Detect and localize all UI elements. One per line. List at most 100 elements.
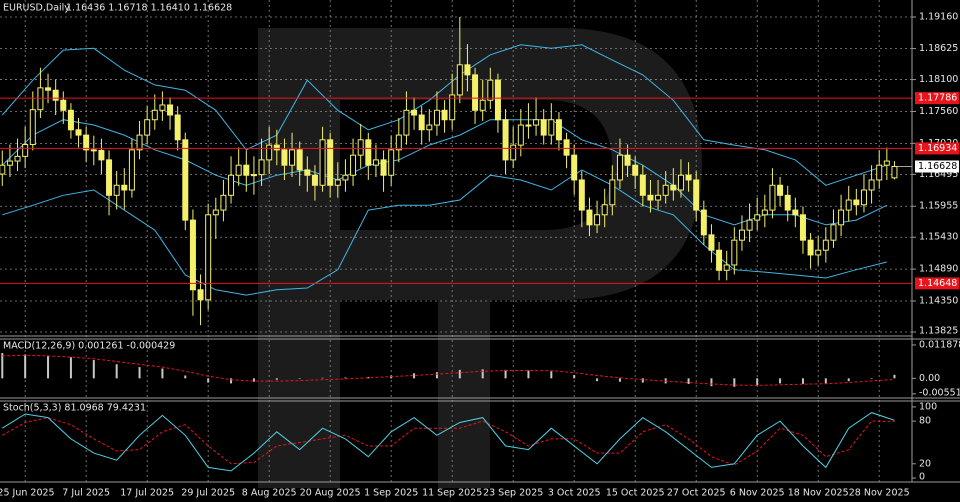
x-tick-label: 15 Oct 2025 [606, 488, 665, 499]
candle-body [731, 239, 738, 266]
candle-body [228, 174, 235, 196]
candle-body [799, 214, 806, 241]
candle-body [738, 229, 745, 241]
candle-body [388, 149, 395, 176]
candle-body [250, 174, 257, 177]
candle-body [632, 164, 639, 176]
candle-body [372, 159, 379, 166]
x-tick-label: 1 Sep 2025 [364, 488, 418, 499]
candle-body [144, 119, 151, 136]
y-tick-label: 1.19160 [919, 12, 958, 23]
candle-body [29, 109, 36, 146]
macd-signal [2, 354, 895, 386]
candle-body [235, 164, 242, 176]
candle-body [746, 219, 753, 231]
candle-body [449, 94, 456, 121]
stoch-main [2, 412, 895, 472]
candle-body [700, 209, 707, 236]
candle-body [350, 154, 357, 176]
candle-body [174, 114, 181, 141]
candle-body [830, 224, 837, 241]
candle-body [106, 159, 113, 196]
y-tick-label: 80 [919, 416, 931, 427]
x-tick-label: 23 Sep 2025 [483, 488, 543, 499]
candle-body [151, 109, 158, 121]
x-tick-label: 7 Jul 2025 [62, 488, 110, 499]
candle-body [723, 264, 730, 271]
candle-body [479, 99, 486, 111]
y-tick-label: 1.18625 [919, 43, 958, 54]
level-label-box [915, 142, 959, 155]
candle-body [815, 249, 822, 256]
candle-body [624, 154, 631, 166]
x-tick-label: 17 Jul 2025 [120, 488, 174, 499]
candle-body [266, 144, 273, 161]
candle-body [311, 174, 318, 186]
candle-body [563, 139, 570, 156]
bollinger-lower [2, 169, 887, 296]
candle-body [860, 189, 867, 206]
candle-body [586, 209, 593, 226]
candle-body [845, 199, 852, 211]
y-tick-label: 1.15430 [919, 232, 958, 243]
candle-body [677, 174, 684, 191]
candle-body [540, 119, 547, 136]
candle-body [647, 194, 654, 201]
y-tick-label: 1.16495 [919, 169, 958, 180]
candle-body [75, 129, 82, 136]
candle-body [212, 209, 219, 216]
candle-body [319, 139, 326, 186]
candle-body [365, 139, 372, 166]
candle-body [380, 159, 387, 176]
candle-body [296, 149, 303, 171]
candle-body [52, 89, 59, 101]
candle-body [456, 64, 463, 96]
current-price-box [915, 160, 959, 173]
x-tick-label: 20 Aug 2025 [300, 488, 361, 499]
candle-body [883, 160, 890, 166]
candle-body [876, 164, 883, 181]
candle-body [357, 139, 364, 156]
candle-body [639, 174, 646, 196]
candle-body [601, 204, 608, 216]
candle-body [136, 134, 143, 151]
candle-body [693, 179, 700, 211]
symbol-title: EURUSD,Daily [3, 3, 70, 14]
candle-body [411, 109, 418, 116]
x-tick-label: 28 Nov 2025 [849, 488, 910, 499]
y-tick-label: 0 [919, 472, 925, 483]
candle-body [289, 149, 296, 166]
x-tick-label: 27 Oct 2025 [667, 488, 726, 499]
bollinger-upper [1, 44, 887, 186]
candle-body [14, 155, 21, 162]
candle-body [533, 119, 540, 126]
candle-body [197, 289, 204, 301]
current-price-label: 1.16628 [918, 161, 957, 172]
candle-body [555, 119, 562, 141]
candle-body [403, 109, 410, 136]
candle-body [792, 209, 799, 216]
y-tick-label: 20 [919, 458, 931, 469]
macd-title: MACD(12,26,9) 0.001261 -0.000429 [3, 341, 175, 352]
candle-body [22, 144, 29, 157]
y-tick-label: 1.13825 [919, 326, 958, 337]
stoch-signal [2, 417, 895, 466]
candle-body [609, 179, 616, 206]
candle-body [616, 154, 623, 181]
x-tick-label: 29 Jul 2025 [181, 488, 235, 499]
candle-body [548, 119, 555, 136]
candle-body [769, 184, 776, 211]
stoch-title: Stoch(5,3,3) 81.0968 79.4231 [3, 403, 146, 414]
candle-body [327, 139, 334, 186]
candle-body [708, 234, 715, 251]
x-tick-label: 11 Sep 2025 [422, 488, 482, 499]
candle-body [189, 219, 196, 291]
x-tick-label: 25 Jun 2025 [0, 488, 55, 499]
x-tick-label: 8 Aug 2025 [242, 488, 297, 499]
level-label-box [915, 277, 959, 290]
bollinger-middle [1, 119, 888, 226]
candle-body [167, 104, 174, 116]
y-tick-label: 1.17560 [919, 106, 958, 117]
candle-body [98, 149, 105, 161]
